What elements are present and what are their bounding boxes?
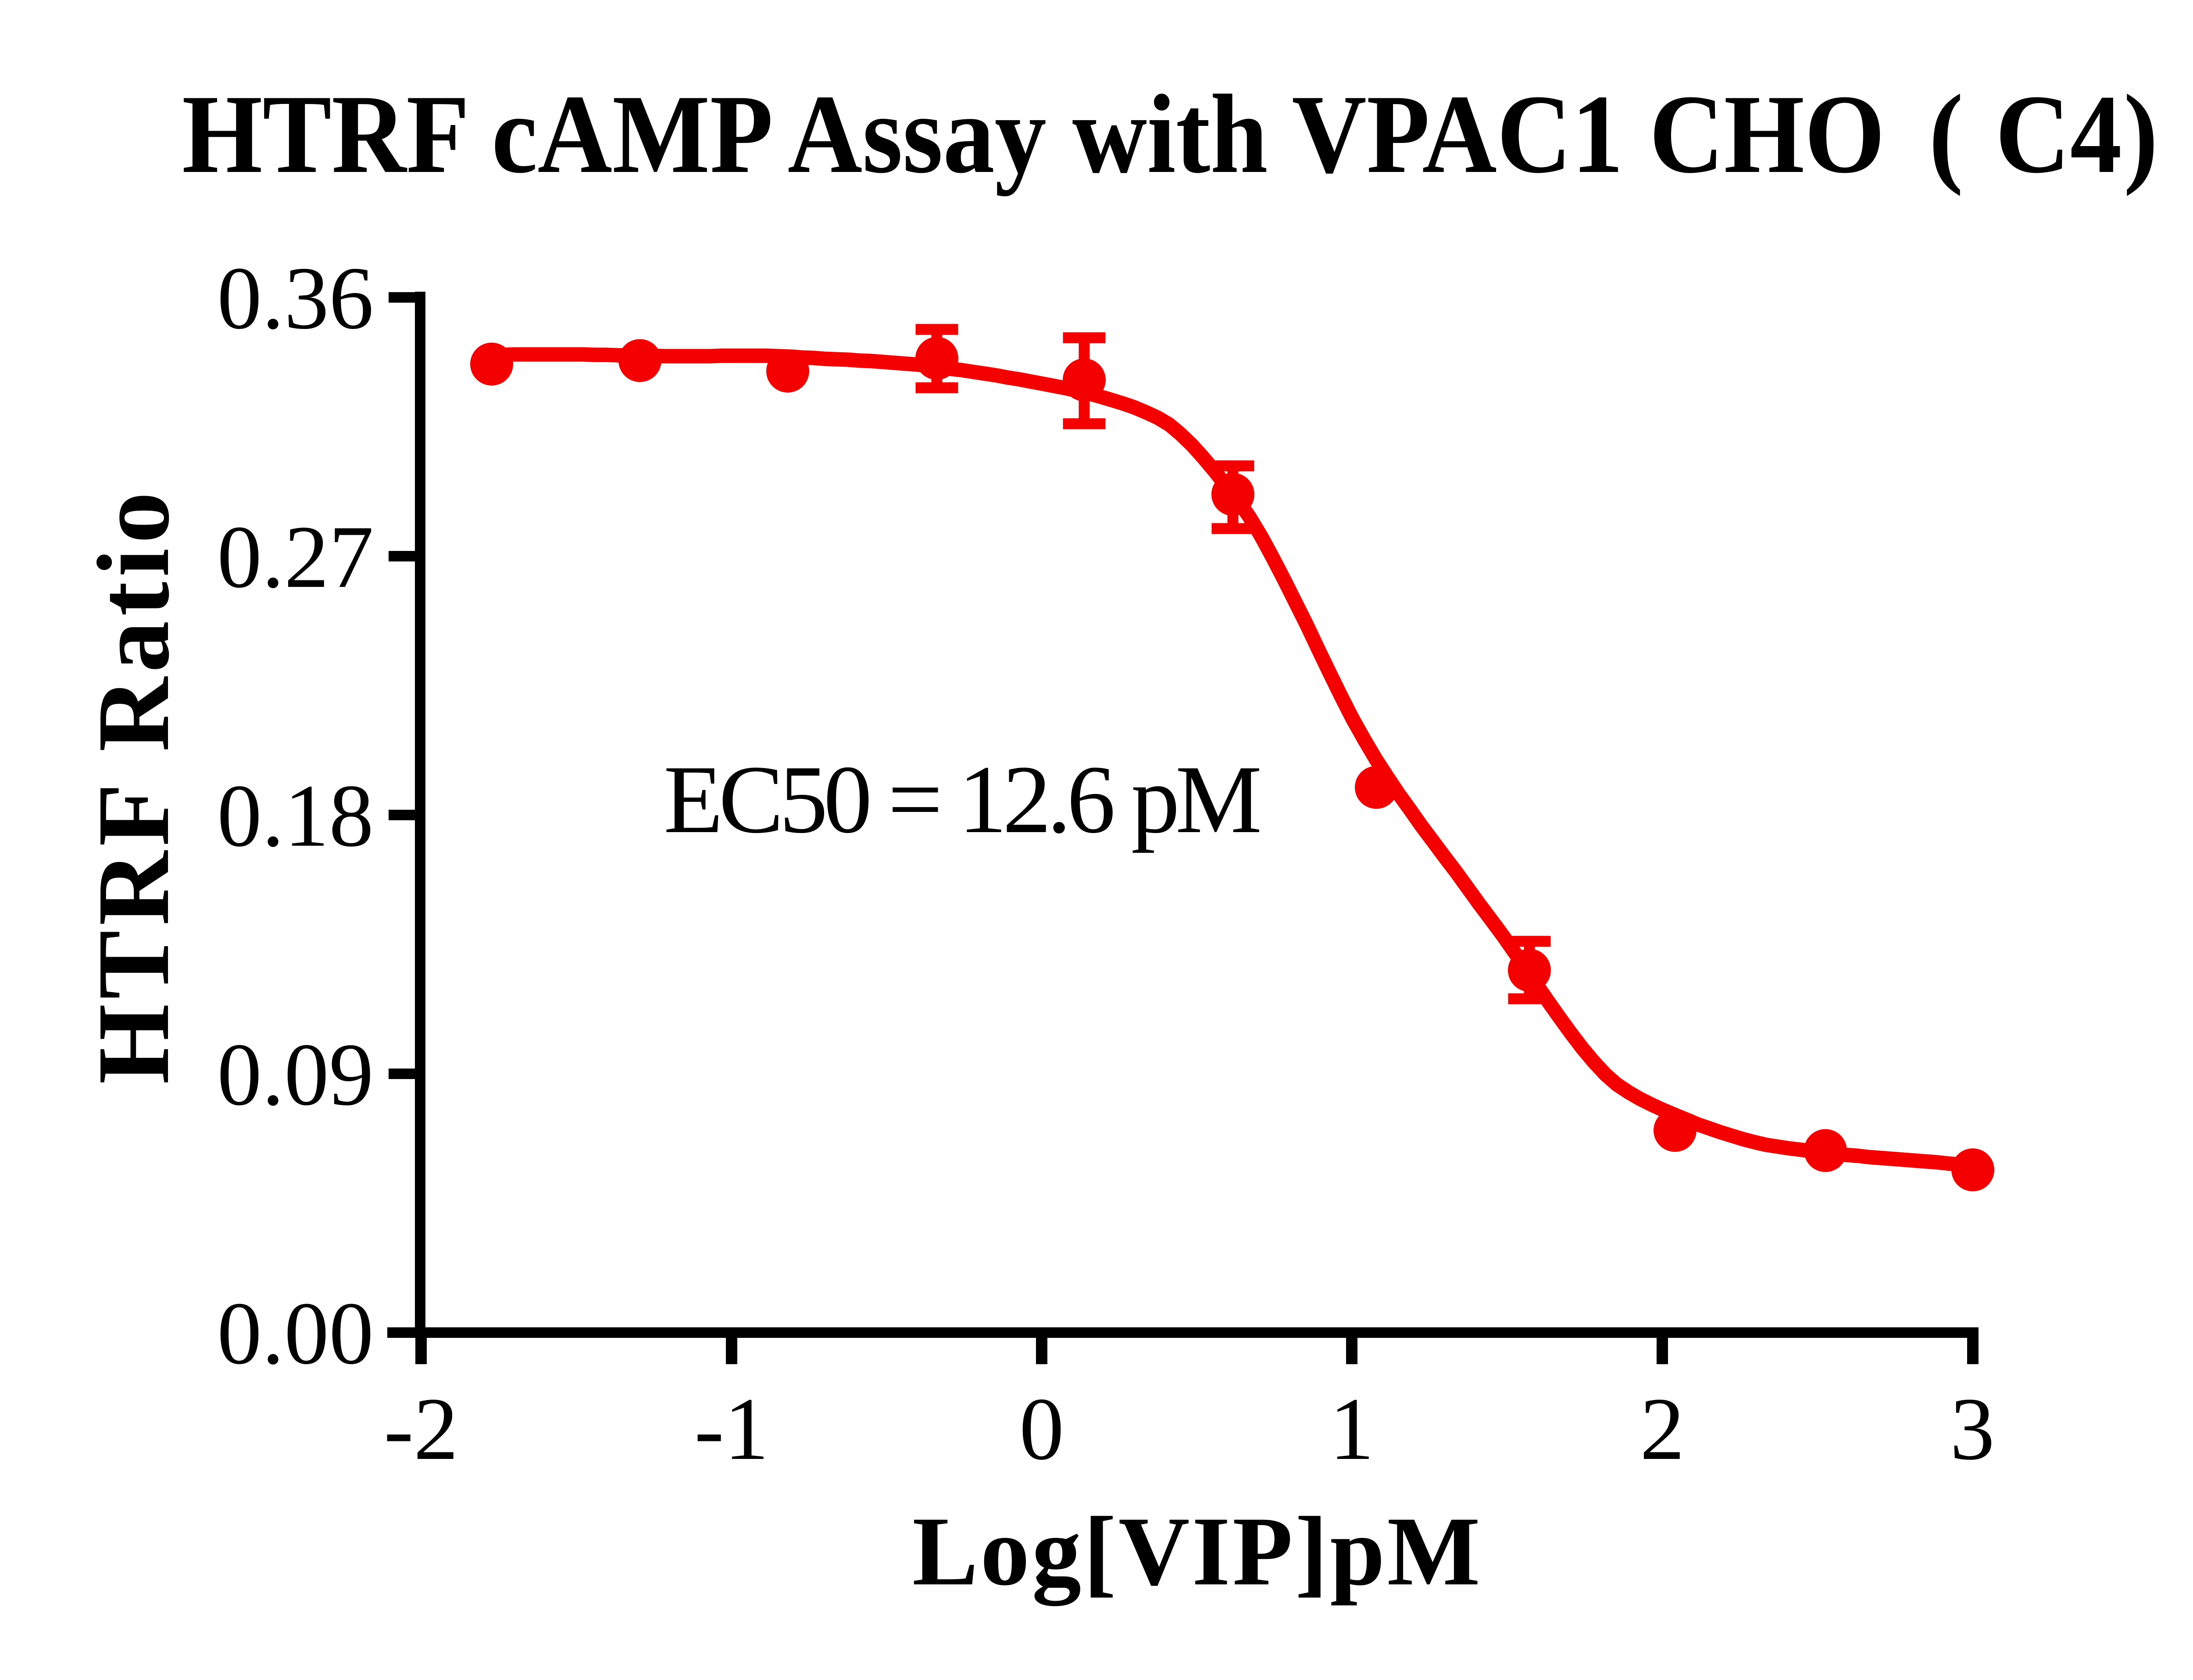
svg-text:2: 2	[1640, 1380, 1685, 1479]
svg-text:0.00: 0.00	[217, 1284, 374, 1383]
svg-text:0.18: 0.18	[217, 766, 374, 865]
svg-text:0.36: 0.36	[217, 249, 374, 348]
svg-text:-1: -1	[694, 1380, 769, 1479]
svg-text:3: 3	[1950, 1380, 1995, 1479]
svg-text:HTRF Ratio: HTRF Ratio	[76, 487, 190, 1084]
svg-text:0.09: 0.09	[217, 1025, 374, 1124]
svg-text:EC50 = 12.6 pM: EC50 = 12.6 pM	[664, 746, 1259, 854]
svg-text:-2: -2	[384, 1380, 458, 1479]
svg-text:HTRF cAMP Assay with VPAC1 CHO: HTRF cAMP Assay with VPAC1 CHO(C4)	[182, 72, 2158, 197]
svg-text:1: 1	[1329, 1380, 1374, 1479]
svg-text:0: 0	[1019, 1380, 1064, 1479]
svg-text:0.27: 0.27	[217, 508, 374, 607]
svg-text:Log[VIP]pM: Log[VIP]pM	[912, 1496, 1482, 1606]
